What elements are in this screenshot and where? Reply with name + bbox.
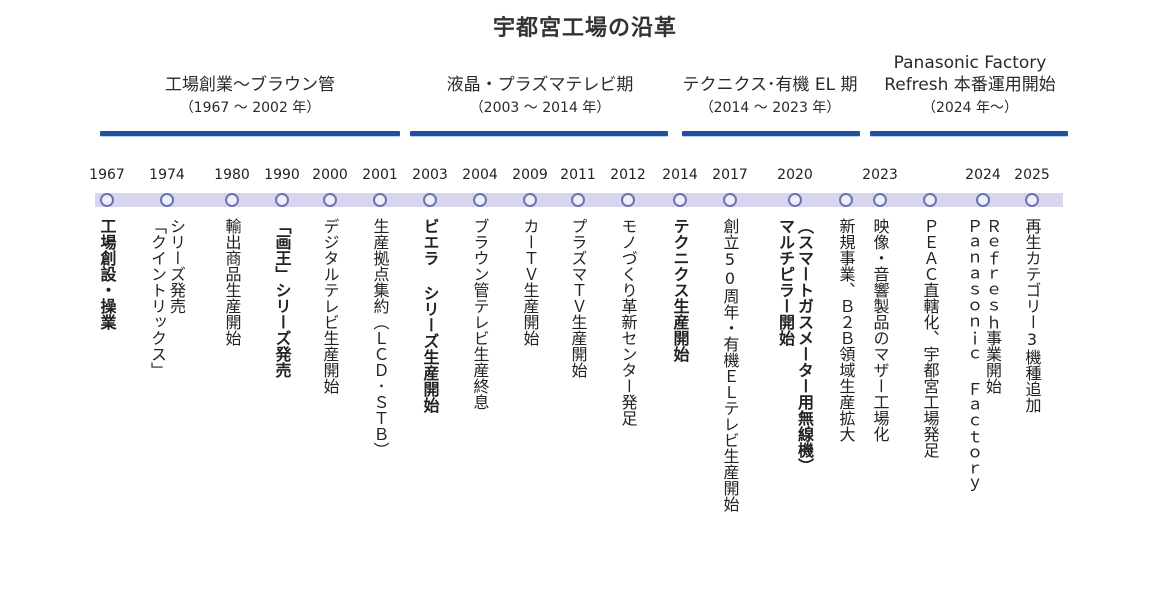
timeline-dot [621, 193, 635, 207]
event-text: 新規事業、Ｂ２Ｂ領域生産拡大 [837, 218, 856, 442]
event-line: デジタルテレビ生産開始 [320, 218, 340, 394]
event-line: シリーズ発売 [167, 218, 186, 314]
timeline-dot [1025, 193, 1039, 207]
timeline-dot [788, 193, 802, 207]
timeline-dot [275, 193, 289, 207]
event-text: 工場創設・操業 [98, 218, 117, 330]
event-line: プラズマＴＶ生産開始 [568, 218, 588, 378]
event-line: ビエラ シリーズ生産開始 [420, 218, 440, 413]
event-text: ＰＥＡＣ直轄化、宇都宮工場発足 [921, 218, 940, 458]
era-bar [870, 131, 1068, 136]
event-text: 映像・音響製品のマザー工場化 [871, 218, 890, 442]
event-line: 工場創設・操業 [97, 218, 117, 330]
year-label: 1990 [264, 167, 300, 183]
era-name: 液晶・プラズマテレビ期 [446, 75, 634, 95]
year-label: 1980 [214, 167, 250, 183]
event-text: 生産拠点集約（ＬＣＤ･ＳＴＢ） [371, 218, 390, 458]
year-label: 2020 [777, 167, 813, 183]
era-name-line2: Refresh 本番運用開始 [884, 75, 1056, 95]
timeline-dot [723, 193, 737, 207]
event-line: Ｐａｎａｓｏｎｉｃ Ｆａｃｔｏｒｙ [964, 218, 983, 493]
year-label: 2014 [662, 167, 698, 183]
era-header: 液晶・プラズマテレビ期 （2003 ～ 2014 年） [390, 74, 690, 118]
event-line: モノづくり革新センター発足 [618, 218, 638, 426]
year-label: 2001 [362, 167, 398, 183]
era-bar [410, 131, 668, 136]
year-label: 2023 [862, 167, 898, 183]
event-text: ブラウン管テレビ生産終息 [471, 218, 490, 410]
timeline-dot [839, 193, 853, 207]
era-header: Panasonic Factory Refresh 本番運用開始 （2024 年～） [820, 52, 1120, 118]
timeline-dot [673, 193, 687, 207]
timeline-dot [976, 193, 990, 207]
timeline-dot [473, 193, 487, 207]
event-text: シリーズ発売 「クイントリックス」 [148, 218, 186, 378]
year-label: 2003 [412, 167, 448, 183]
era-header: 工場創業～ブラウン管 （1967 ～ 2002 年） [100, 74, 400, 118]
era-name: 工場創業～ブラウン管 [165, 75, 335, 95]
event-line: 生産拠点集約（ＬＣＤ･ＳＴＢ） [370, 218, 390, 458]
era-range: （1967 ～ 2002 年） [179, 100, 321, 116]
year-label: 2025 [1014, 167, 1050, 183]
timeline-dot [873, 193, 887, 207]
year-label: 2009 [512, 167, 548, 183]
era-header: テクニクス･有機 EL 期 （2014 ～ 2023 年） [620, 74, 920, 118]
event-line: ブラウン管テレビ生産終息 [470, 218, 490, 410]
year-label: 2017 [712, 167, 748, 183]
timeline-dot [225, 193, 239, 207]
event-line: 創立50周年・有機ＥＬテレビ生産開始 [720, 218, 740, 512]
event-line: 映像・音響製品のマザー工場化 [870, 218, 890, 442]
event-line: 新規事業、Ｂ２Ｂ領域生産拡大 [836, 218, 856, 442]
event-text: ビエラ シリーズ生産開始 [421, 218, 440, 413]
timeline-dot [923, 193, 937, 207]
era-name: Panasonic Factory [893, 53, 1047, 73]
event-text: 創立50周年・有機ＥＬテレビ生産開始 [721, 218, 740, 512]
page-title: 宇都宮工場の沿革 [492, 16, 677, 41]
timeline-dot [323, 193, 337, 207]
year-label: 2000 [312, 167, 348, 183]
event-text: 再生カテゴリー3機種追加 [1023, 218, 1042, 413]
timeline-dot [100, 193, 114, 207]
event-text: モノづくり革新センター発足 [619, 218, 638, 426]
event-line: （スマートガスメーター用無線機） [795, 218, 814, 474]
event-line: ＰＥＡＣ直轄化、宇都宮工場発足 [920, 218, 940, 458]
event-line: 「画王」シリーズ発売 [272, 218, 292, 378]
event-line: 「クイントリックス」 [148, 218, 167, 378]
event-line: Ｒｅｆｒｅｓｈ事業開始 [983, 218, 1002, 394]
era-bar [100, 131, 400, 136]
event-text: テクニクス生産開始 [671, 218, 690, 362]
era-name: テクニクス･有機 EL 期 [682, 75, 858, 95]
era-range: （2003 ～ 2014 年） [469, 100, 611, 116]
event-line: 再生カテゴリー3機種追加 [1022, 218, 1042, 413]
event-text: （スマートガスメーター用無線機） マルチピラー開始 [776, 218, 814, 474]
year-label: 2012 [610, 167, 646, 183]
event-line: テクニクス生産開始 [670, 218, 690, 362]
timeline-dot [523, 193, 537, 207]
event-line: カーＴＶ生産開始 [520, 218, 540, 346]
era-bar [682, 131, 860, 136]
event-line: マルチピラー開始 [776, 218, 795, 346]
event-line: 輸出商品生産開始 [222, 218, 242, 346]
timeline-dot [571, 193, 585, 207]
year-label: 2011 [560, 167, 596, 183]
timeline-dot [423, 193, 437, 207]
event-text: プラズマＴＶ生産開始 [569, 218, 588, 378]
era-range: （2014 ～ 2023 年） [699, 100, 841, 116]
timeline-dot [160, 193, 174, 207]
event-text: カーＴＶ生産開始 [521, 218, 540, 346]
year-label: 1967 [89, 167, 125, 183]
year-label: 2024 [965, 167, 1001, 183]
year-label: 2004 [462, 167, 498, 183]
event-text: 輸出商品生産開始 [223, 218, 242, 346]
event-text: デジタルテレビ生産開始 [321, 218, 340, 394]
timeline-dot [373, 193, 387, 207]
event-text: 「画王」シリーズ発売 [273, 218, 292, 378]
event-text: Ｒｅｆｒｅｓｈ事業開始 Ｐａｎａｓｏｎｉｃ Ｆａｃｔｏｒｙ [964, 218, 1002, 493]
year-label: 1974 [149, 167, 185, 183]
era-range: （2024 年～） [921, 100, 1019, 116]
